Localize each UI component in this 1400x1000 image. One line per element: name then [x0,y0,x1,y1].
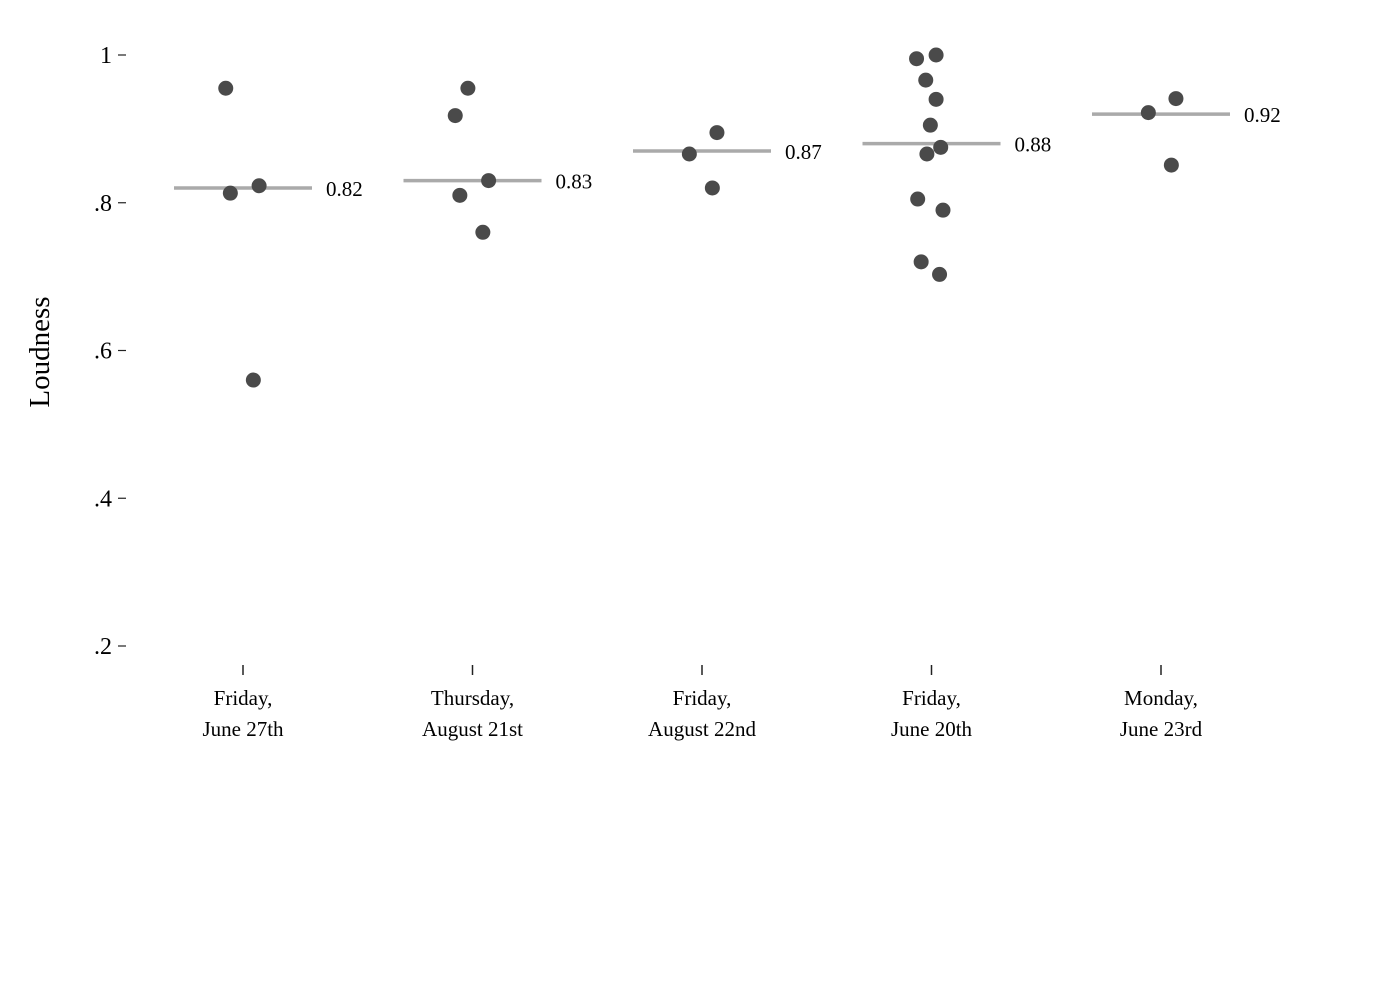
data-point [922,117,938,133]
y-tick-label: .2 [94,634,112,660]
x-tick-label: Monday, June 23rd [1120,686,1203,741]
x-tick-label-line: August 22nd [648,717,756,741]
data-point [245,372,261,388]
mean-label: 0.88 [1015,133,1052,157]
x-tick-label: Friday, June 20th [891,686,973,741]
mean-label: 0.87 [785,140,822,164]
y-axis: 1 .8 .6 .4 .2 [94,43,126,660]
data-point [681,146,697,162]
mean-label: 0.92 [1244,103,1281,127]
data-point [909,51,925,67]
y-tick-label: .8 [94,191,112,217]
x-tick-label-line: Friday, [902,686,961,710]
data-point [709,125,725,141]
data-point [913,254,929,270]
y-axis-title: Loudness [24,296,56,407]
x-tick-label-line: Friday, [214,686,273,710]
data-point [475,224,491,240]
x-tick-label: Friday, June 27th [202,686,284,741]
data-point [704,180,720,196]
data-point [222,185,238,201]
data-point [935,202,951,218]
y-tick-label: .4 [94,486,112,512]
mean-lines: 0.82 0.83 0.87 0.88 0.92 [174,103,1281,201]
data-point [447,108,463,124]
x-tick-label: Thursday, August 21st [422,686,523,741]
data-point [481,173,497,189]
mean-label: 0.82 [326,177,363,201]
data-point [1140,105,1156,121]
x-tick-label-line: Monday, [1124,686,1198,710]
y-tick-label: .6 [94,339,112,365]
data-point [910,191,926,207]
data-points [218,47,1184,388]
data-point [218,80,234,96]
x-tick-label-line: June 23rd [1120,717,1203,741]
data-point [928,91,944,107]
x-tick-label-line: August 21st [422,717,523,741]
data-point [919,146,935,162]
x-tick-label-line: June 20th [891,717,973,741]
x-tick-label-line: Thursday, [431,686,514,710]
x-axis: Friday, June 27th Thursday, August 21st Frid… [202,665,1203,741]
x-tick-label: Friday, August 22nd [648,686,756,741]
y-tick-label: 1 [100,43,112,69]
data-point [251,178,267,194]
x-tick-label-line: June 27th [202,717,284,741]
data-point [1163,157,1179,173]
data-point [933,139,949,155]
mean-label: 0.83 [556,170,593,194]
data-point [918,72,934,88]
x-tick-label-line: Friday, [673,686,732,710]
data-point [452,187,468,203]
data-point [460,80,476,96]
data-point [928,47,944,63]
data-point [1168,91,1184,107]
data-point [932,266,948,282]
